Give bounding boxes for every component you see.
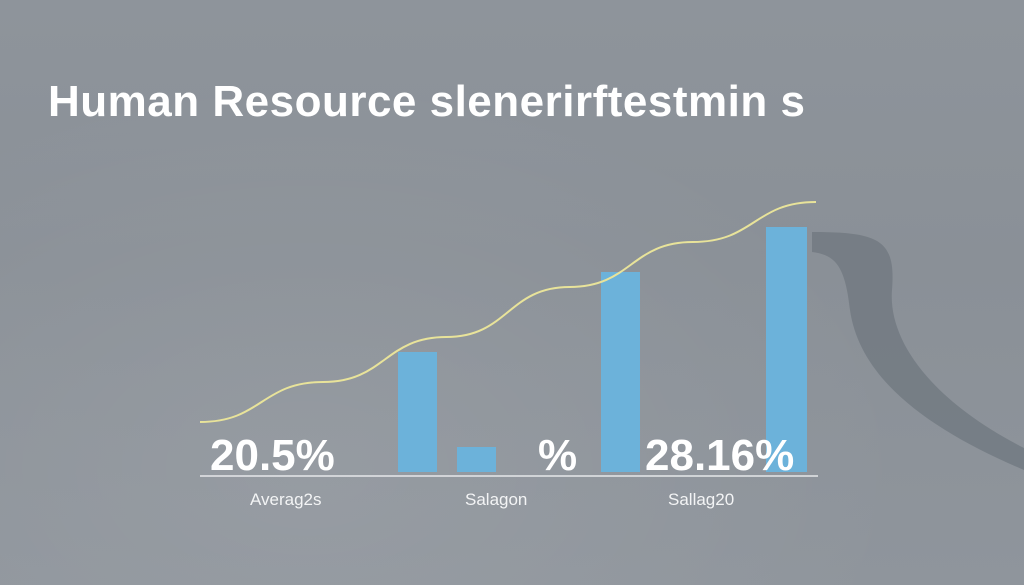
category-label-salagon: Salagon — [465, 490, 527, 509]
bar-1 — [398, 352, 437, 472]
labels-layer: 20.5% % 28.16% Averag2s Salagon Sallag20 — [210, 431, 794, 509]
bar-3 — [601, 272, 640, 472]
category-label-sallag20: Sallag20 — [668, 490, 734, 509]
bars-layer — [398, 227, 807, 472]
trend-line — [199, 201, 817, 423]
bar-2 — [457, 447, 496, 472]
bar-4 — [766, 227, 807, 472]
page-title: Human Resource slenerirftestmin s — [48, 77, 806, 126]
data-label-salagon: % — [538, 431, 577, 480]
data-label-averag2s: 20.5% — [210, 431, 335, 480]
category-label-averag2s: Averag2s — [250, 490, 322, 509]
decorative-swoosh — [812, 232, 1024, 470]
data-label-sallag20: 28.16% — [645, 431, 794, 480]
